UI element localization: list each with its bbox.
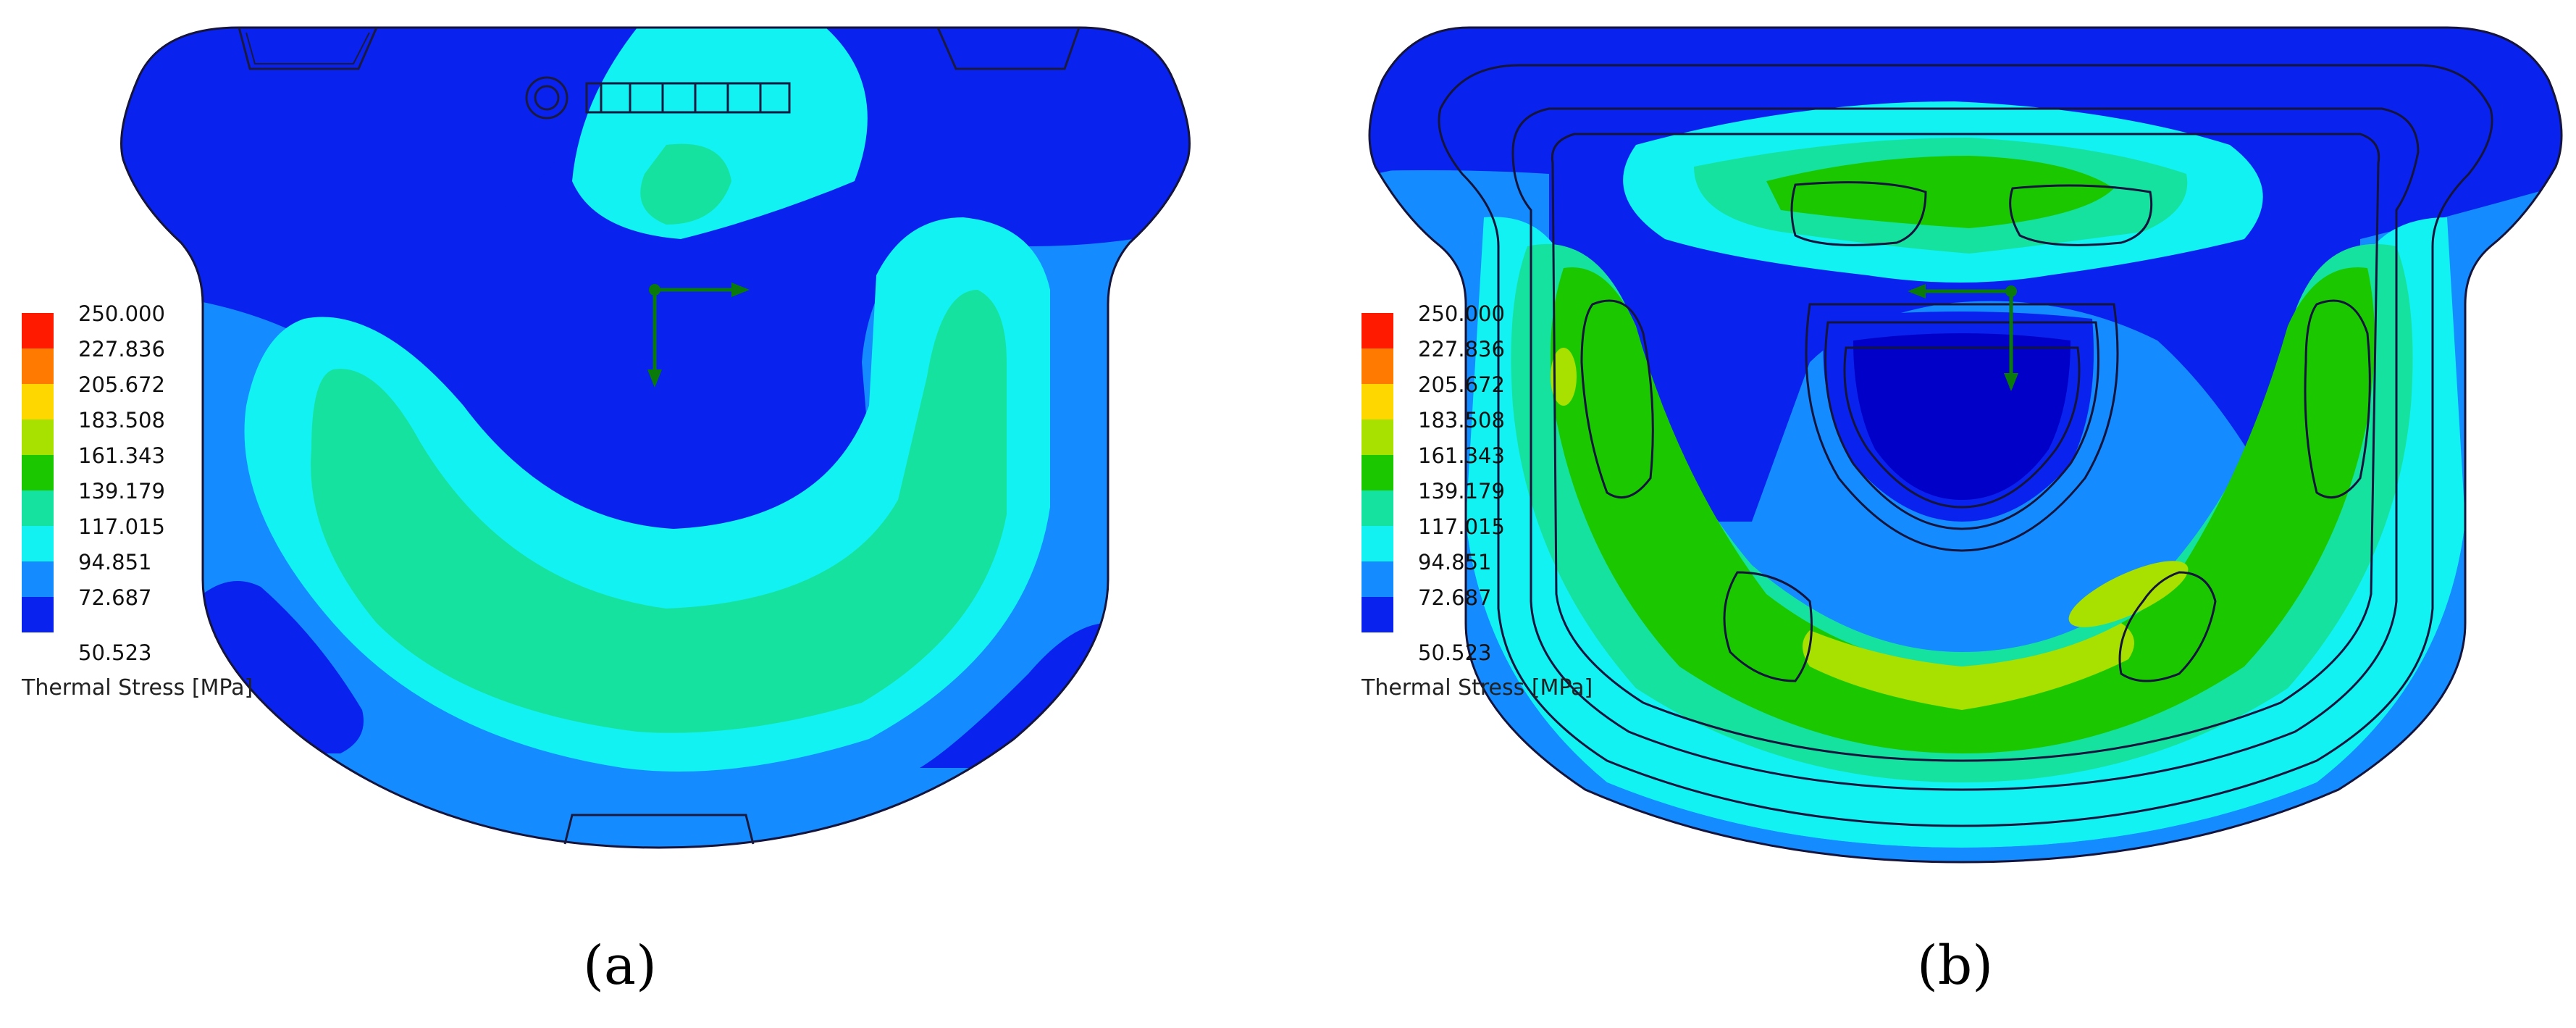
legend-row: 72.687	[1362, 585, 1666, 632]
legend-value: 227.836	[1418, 337, 1505, 362]
legend-swatch	[22, 597, 54, 632]
legend-row: 94.851	[1362, 550, 1666, 597]
legend-value: 227.836	[78, 337, 165, 362]
legend-row: 72.687	[22, 585, 326, 632]
legend-row: 161.343	[22, 443, 326, 490]
legend-value: 183.508	[1418, 408, 1505, 432]
legend-swatch	[1362, 313, 1393, 348]
legend-swatch	[22, 348, 54, 384]
legend-row: 161.343	[1362, 443, 1666, 490]
legend-row: 205.672	[1362, 372, 1666, 419]
legend-swatch	[1362, 348, 1393, 384]
legend-swatch	[1362, 384, 1393, 419]
legend-value: 94.851	[78, 550, 152, 574]
legend-value: 161.343	[1418, 443, 1505, 468]
legend-swatch	[22, 313, 54, 348]
legend-swatch	[22, 455, 54, 490]
legend-swatch	[22, 526, 54, 561]
legend-swatch	[1362, 490, 1393, 526]
legend-row: 139.179	[1362, 479, 1666, 526]
legend-row: 117.015	[1362, 514, 1666, 561]
legend-value: 94.851	[1418, 550, 1492, 574]
legend-swatch	[1362, 597, 1393, 632]
legend-row: 227.836	[1362, 337, 1666, 384]
legend-swatch	[1362, 526, 1393, 561]
legend-swatch	[22, 561, 54, 597]
stress-legend: 250.000 227.836 205.672 183.508 161.343 …	[1362, 301, 1666, 701]
figure-caption: (b)	[1917, 935, 1994, 997]
legend-title: Thermal Stress [MPa]	[1362, 675, 1593, 701]
legend-row: 227.836	[22, 337, 326, 384]
legend-row: 183.508	[1362, 408, 1666, 455]
stress-contour-plate-a	[120, 26, 1191, 849]
legend-value: 117.015	[78, 514, 165, 539]
legend-row: 183.508	[22, 408, 326, 455]
legend-swatch	[22, 384, 54, 419]
legend-value: 205.672	[1418, 372, 1505, 397]
figure-caption: (a)	[583, 935, 657, 997]
legend-row: 94.851	[22, 550, 326, 597]
legend-value: 72.687	[78, 585, 152, 610]
legend-swatch	[22, 490, 54, 526]
legend-value: 72.687	[1418, 585, 1492, 610]
legend-swatch	[1362, 419, 1393, 455]
legend-value: 139.179	[1418, 479, 1505, 503]
stress-legend: 250.000 227.836 205.672 183.508 161.343 …	[22, 301, 326, 701]
stress-contour-plate-b	[1368, 26, 2563, 864]
legend-title: Thermal Stress [MPa]	[22, 675, 253, 701]
legend-value-min: 50.523	[1418, 640, 1492, 665]
legend-value: 250.000	[1418, 301, 1505, 326]
legend-swatch	[1362, 455, 1393, 490]
legend-value: 250.000	[78, 301, 165, 326]
legend-value: 161.343	[78, 443, 165, 468]
legend-row: 205.672	[22, 372, 326, 419]
embossed-logo	[525, 76, 791, 120]
coordinate-axes	[1908, 284, 2018, 391]
legend-value: 139.179	[78, 479, 165, 503]
panel-a: 250.000 227.836 205.672 183.508 161.343 …	[22, 26, 1191, 997]
legend-value: 205.672	[78, 372, 165, 397]
legend-value: 117.015	[1418, 514, 1505, 539]
legend-row: 139.179	[22, 479, 326, 526]
legend-value-min: 50.523	[78, 640, 152, 665]
legend-row: 250.000	[22, 301, 326, 348]
panel-b: 250.000 227.836 205.672 183.508 161.343 …	[1288, 0, 2576, 1028]
legend-row: 250.000	[1362, 301, 1666, 348]
legend-swatch	[1362, 561, 1393, 597]
legend-row: 117.015	[22, 514, 326, 561]
legend-value: 183.508	[78, 408, 165, 432]
coordinate-axes	[647, 283, 750, 388]
legend-swatch	[22, 419, 54, 455]
